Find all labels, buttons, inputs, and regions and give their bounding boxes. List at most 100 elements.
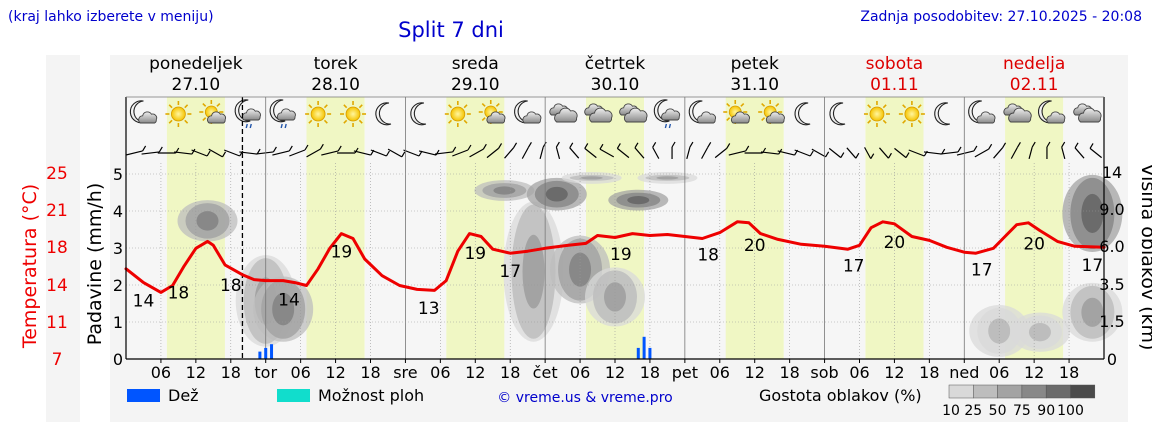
sun-ray [726,117,731,122]
wind-arrow [272,145,293,156]
sun-icon [898,101,925,127]
wind-shaft [1010,147,1018,159]
x-tick-label: ned [949,363,979,382]
sun-ray [168,119,173,124]
temperature-line [124,220,1106,294]
night-band [684,97,726,359]
wind-arrow [125,145,147,156]
wind-barb [726,143,731,149]
wind-shaft [306,148,321,158]
moon-icon [410,102,427,126]
density-level-label: 90 [1037,403,1055,419]
wind-shaft [974,148,989,158]
day-name: ponedeljek [149,54,243,74]
moon-crescent [829,102,846,126]
temperature-axis-title: Temperatura (°C) [19,184,41,349]
wind-shaft [878,147,889,159]
moon-icon [934,102,951,126]
credit-link[interactable]: © vreme.us & vreme.pro [497,390,672,406]
wind-shaft [125,150,143,156]
day-name: torek [314,54,358,74]
moon-crescent [934,102,951,126]
precipitation-axis-title: Padavine (mm/h) [84,183,106,346]
wind-arrow [321,145,342,156]
menu-hint[interactable]: (kraj lahko izberete v meniju) [8,9,214,25]
cloud-icon [584,103,613,123]
cloud-core [493,186,516,195]
last-updated: Zadnja posodobitev: 27.10.2025 - 20:08 [860,9,1142,25]
density-swatch [973,384,998,399]
cloud-shape [731,111,750,124]
cloud-shape [697,111,716,124]
temperature-label: 20 [884,233,906,253]
sun-cloud-icon [758,100,785,124]
cloud-core [988,318,1011,344]
moon-cloud-icon [968,100,996,124]
temperature-label: 17 [843,256,865,276]
cloud-shape [661,108,681,121]
wind-arrow [452,144,472,157]
moon-rain-icon [269,99,296,129]
wind-arrow [974,143,993,158]
sun-ray [917,104,922,109]
cloud-core [1081,193,1104,234]
moon-crescent [375,102,392,126]
wind-shaft [686,146,691,160]
wind-shaft [387,148,403,158]
density-level-label: 25 [964,403,982,419]
wind-barb [870,153,875,159]
x-tick-label: pet [672,363,698,382]
sun-disc [170,106,186,122]
wind-arrow [894,147,910,159]
precipitation-tick-label: 0 [113,350,123,369]
cloud-shape [624,107,648,123]
x-tick-label: 06 [849,363,869,382]
cloud-core [569,252,592,287]
cloud-core [656,176,679,180]
rain-bar [636,347,640,359]
wind-arrow [141,146,163,155]
sun-ray [184,119,189,124]
wind-shaft [652,147,660,159]
temperature-tick-label: 25 [46,164,68,184]
rain-drop [668,123,672,129]
moon-icon [829,102,846,126]
wind-shaft [569,147,580,159]
sun-icon [165,101,192,127]
wind-arrow [289,144,309,157]
day-date: 02.11 [1010,75,1059,95]
sun-ray [463,119,468,124]
day-date: 30.10 [591,75,640,95]
moon-crescent [234,99,251,123]
day-name: sreda [452,54,499,74]
wind-shaft [864,147,872,159]
cloud-shape [976,111,996,124]
wind-arrow [616,143,630,159]
sun-cloud-icon [723,100,750,124]
rain-legend-swatch [127,389,160,402]
cloud-shape [1008,107,1032,123]
rain-drop [664,123,668,129]
wind-arrow [434,146,457,155]
sun-disc [904,106,920,122]
sun-ray [202,102,207,107]
wind-barb [855,152,860,159]
wind-barb [825,151,830,158]
temperature-tick-label: 21 [46,201,68,221]
sun-icon [305,101,332,127]
cloud-icon [1073,103,1102,123]
cloud-core [580,176,603,180]
wind-shaft [940,151,959,155]
wind-shaft [239,151,258,155]
sun-icon [340,101,367,127]
precipitation-tick-label: 3 [113,239,123,258]
wind-arrow [794,149,814,157]
wind-shaft [993,147,1004,159]
wind-arrow [686,141,694,160]
wind-shaft [846,147,857,159]
density-swatch [1021,384,1047,399]
cloud-core [604,282,626,312]
sun-ray [726,102,731,107]
rain-bars [258,336,652,359]
